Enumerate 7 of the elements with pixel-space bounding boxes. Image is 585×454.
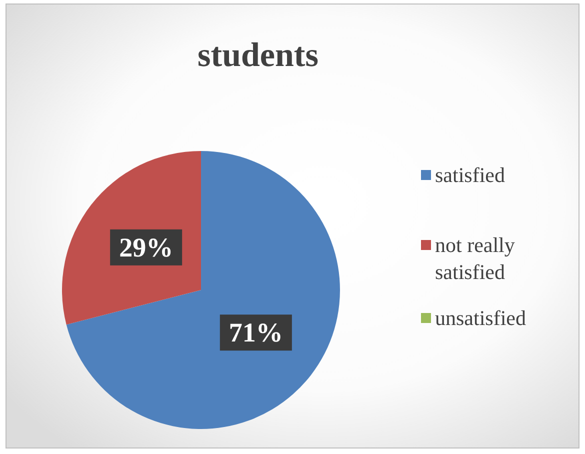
- data-label: 71%: [228, 318, 283, 348]
- legend-label: unsatisfied: [435, 306, 526, 330]
- data-label: 29%: [119, 232, 174, 262]
- pie-slice: [66, 151, 340, 429]
- legend-label: satisfied: [435, 163, 506, 187]
- chart-title: students: [198, 37, 318, 74]
- legend-label: not really satisfied: [435, 233, 516, 284]
